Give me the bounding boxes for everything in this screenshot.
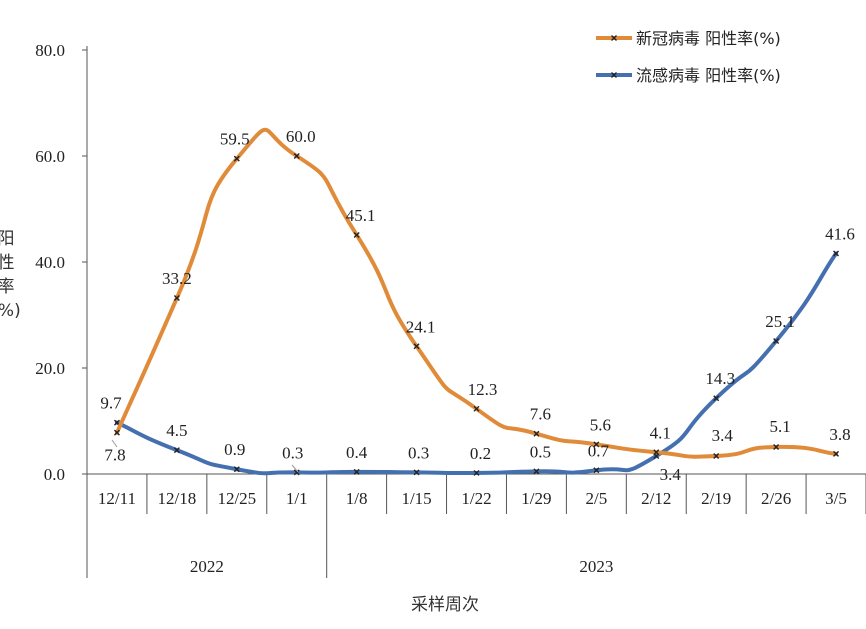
covid-data-label: 12.3	[468, 380, 498, 399]
covid-data-label: 60.0	[286, 127, 316, 146]
x-tick-label: 2/5	[585, 489, 607, 508]
flu-data-label: 0.7	[588, 441, 610, 460]
covid-data-label: 33.2	[162, 269, 192, 288]
legend: 新冠病毒 阳性率(%) 流感病毒 阳性率(%)	[596, 29, 781, 85]
covid-data-point	[833, 450, 840, 457]
y-tick-label: 20.0	[35, 359, 65, 378]
y-axis-title-char: (%)	[0, 301, 21, 321]
covid-data-point	[113, 429, 120, 436]
x-tick-label: 3/5	[825, 489, 847, 508]
covid-data-point	[413, 343, 420, 350]
covid-data-label: 3.8	[829, 425, 850, 444]
y-tick-label: 40.0	[35, 253, 65, 272]
covid-data-label: 7.6	[530, 405, 551, 424]
x-tick-label: 2/26	[761, 489, 791, 508]
covid-data-point	[353, 231, 360, 238]
flu-data-label: 4.5	[166, 421, 187, 440]
legend-label: 流感病毒 阳性率(%)	[636, 66, 781, 85]
flu-data-label: 0.5	[530, 442, 551, 461]
covid-data-label: 7.8	[104, 446, 125, 465]
label-leader-line	[111, 439, 118, 448]
covid-data-point	[233, 155, 240, 162]
flu-data-label: 41.6	[825, 225, 855, 244]
flu-data-point	[413, 469, 420, 476]
x-tick-label: 2/19	[701, 489, 731, 508]
covid-data-point	[173, 295, 180, 302]
covid-data-point	[293, 153, 300, 159]
covid-data-label: 45.1	[346, 206, 376, 225]
flu-data-point	[533, 468, 540, 475]
y-tick-label: 60.0	[35, 147, 65, 166]
flu-data-point	[833, 250, 840, 257]
covid-data-label: 59.5	[220, 130, 250, 149]
covid-data-point	[473, 405, 480, 412]
x-tick-label: 1/22	[461, 489, 491, 508]
flu-data-label: 9.7	[100, 394, 122, 413]
legend-marker	[611, 35, 617, 41]
y-axis-title-char: 性	[0, 253, 15, 273]
year-group-label: 2022	[190, 557, 224, 576]
flu-data-label: 0.3	[282, 443, 303, 462]
flu-data-label: 0.9	[224, 440, 245, 459]
flu-data-point	[293, 469, 300, 476]
flu-data-point	[173, 447, 180, 454]
y-axis-title: 阳性率 (%)	[0, 229, 21, 321]
flu-data-label: 14.3	[705, 369, 735, 388]
x-tick-label: 12/18	[158, 489, 197, 508]
covid-data-point	[713, 452, 720, 459]
flu-data-point	[473, 469, 480, 476]
y-axis-title-char: 率	[0, 277, 15, 297]
covid-data-label: 24.1	[406, 317, 436, 336]
covid-data-label: 4.1	[650, 423, 671, 442]
legend-marker	[611, 72, 617, 78]
flu-series-line	[114, 251, 839, 476]
flu-data-point	[353, 468, 360, 475]
label-leader-line	[291, 464, 299, 473]
x-tick-label: 1/15	[401, 489, 431, 508]
series-layer	[113, 127, 840, 476]
legend-item-covid: 新冠病毒 阳性率(%)	[596, 29, 781, 48]
flu-data-point	[713, 395, 720, 402]
x-tick-label: 12/25	[217, 489, 256, 508]
x-tick-label: 1/8	[346, 489, 368, 508]
flu-data-point	[593, 467, 600, 474]
x-tick-label: 1/29	[521, 489, 551, 508]
x-tick-label: 12/11	[98, 489, 136, 508]
flu-data-label: 25.1	[765, 312, 795, 331]
flu-data-label: 3.4	[660, 465, 682, 484]
flu-data-point	[233, 466, 240, 473]
covid-data-point	[653, 449, 660, 456]
covid-data-point	[533, 430, 540, 437]
y-axis: 0.0 20.0 40.0 60.0 80.0	[35, 41, 88, 484]
covid-series-line	[114, 127, 839, 459]
flu-data-point	[773, 337, 780, 344]
year-group-label: 2023	[579, 557, 613, 576]
x-tick-label: 1/1	[286, 489, 308, 508]
flu-data-label: 0.2	[470, 444, 491, 463]
covid-data-label: 5.1	[769, 417, 790, 436]
covid-data-label: 3.4	[712, 426, 734, 445]
y-tick-label: 0.0	[44, 465, 65, 484]
data-labels: 7.8 33.2 59.5 60.0 45.1 24.1 12.3 7.6 5.6 4.1 3.4 5…	[100, 127, 855, 484]
y-tick-label: 80.0	[35, 41, 65, 60]
covid-data-point	[773, 443, 780, 450]
x-axis: 12/11 12/18 12/25 1/1 1/8 1/15 1/22 1/29 2/5 2/12…	[86, 473, 866, 578]
covid-data-point	[593, 441, 600, 448]
flu-data-label: 0.3	[408, 443, 429, 462]
x-axis-title: 采样周次	[411, 595, 479, 615]
covid-data-label: 5.6	[590, 415, 611, 434]
flu-data-label: 0.4	[346, 443, 368, 462]
legend-item-flu: 流感病毒 阳性率(%)	[596, 66, 781, 85]
y-axis-title-char: 阳	[0, 229, 15, 249]
legend-label: 新冠病毒 阳性率(%)	[636, 29, 781, 48]
x-tick-label: 2/12	[641, 489, 671, 508]
